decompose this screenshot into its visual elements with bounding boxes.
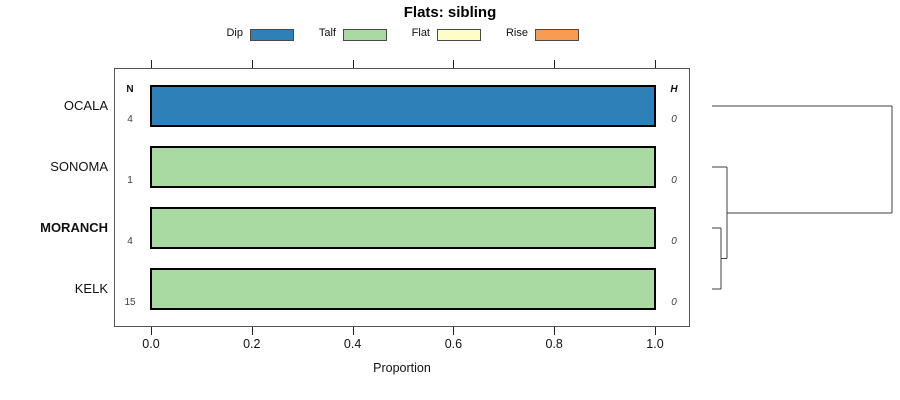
n-value-moranch: 4 — [127, 236, 133, 247]
x-tick-label: 1.0 — [646, 337, 664, 351]
x-tick-label: 0.0 — [142, 337, 160, 351]
x-tick-bottom — [251, 327, 253, 335]
x-tick-label: 0.6 — [444, 337, 463, 351]
x-tick-top — [453, 60, 455, 68]
x-tick-top — [151, 60, 152, 68]
legend-swatch-dip — [250, 29, 294, 41]
legend-label-flat: Flat — [411, 27, 430, 39]
h-value-ocala: 0 — [671, 114, 677, 125]
x-tick-label: 0.2 — [243, 337, 261, 351]
legend-swatch-talf — [343, 29, 387, 41]
row-label-ocala: OCALA — [63, 98, 108, 113]
x-tick-top — [554, 60, 556, 68]
n-value-ocala: 4 — [127, 114, 133, 125]
bar-ocala-dip — [150, 85, 656, 127]
x-axis-label: Proportion — [373, 361, 431, 375]
x-tick-bottom — [151, 327, 152, 335]
bar-kelk-talf — [150, 268, 656, 310]
x-tick-bottom — [554, 327, 556, 335]
legend-label-dip: Dip — [226, 27, 243, 39]
legend-swatch-rise — [535, 29, 579, 41]
x-tick-top — [251, 60, 253, 68]
x-tick-label: 0.8 — [545, 337, 563, 351]
row-label-sonoma: SONOMA — [50, 159, 108, 174]
legend-label-rise: Rise — [505, 27, 528, 39]
x-tick-top — [655, 60, 656, 68]
h-value-kelk: 0 — [671, 297, 677, 308]
n-column-header: N — [126, 84, 134, 95]
x-tick-bottom — [352, 327, 354, 335]
chart-title: Flats: sibling — [403, 4, 497, 21]
x-tick-label: 0.4 — [343, 337, 362, 351]
n-value-sonoma: 1 — [127, 175, 133, 186]
x-tick-top — [352, 60, 354, 68]
legend-swatch-flat — [437, 29, 481, 41]
n-value-kelk: 15 — [124, 297, 136, 308]
row-label-moranch: MORANCH — [40, 220, 108, 235]
bar-moranch-talf — [150, 207, 656, 249]
row-label-kelk: KELK — [74, 281, 108, 296]
bar-sonoma-talf — [150, 146, 656, 188]
x-tick-bottom — [655, 327, 656, 335]
legend-label-talf: Talf — [318, 27, 336, 39]
x-tick-bottom — [453, 327, 455, 335]
h-column-header: H — [670, 84, 678, 95]
h-value-sonoma: 0 — [671, 175, 677, 186]
h-value-moranch: 0 — [671, 236, 677, 247]
